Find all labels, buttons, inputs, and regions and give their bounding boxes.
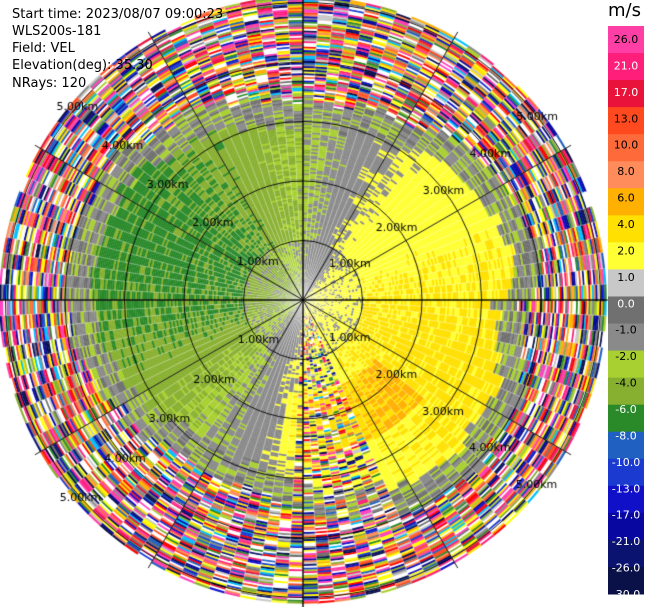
- colorbar-tick-label: -17.0: [612, 509, 640, 522]
- colorbar-tick-label: -10.0: [612, 456, 640, 469]
- instrument-label: WLS200s-181: [12, 24, 102, 39]
- colorbar-tick-label: -2.0: [615, 350, 636, 363]
- colorbar-segment: [608, 161, 644, 189]
- colorbar-segment: [608, 350, 644, 379]
- colorbar-tick-label: 6.0: [617, 192, 635, 205]
- colorbar-tick-label: 21.0: [614, 59, 639, 72]
- colorbar-tick-label: 1.0: [617, 271, 635, 284]
- colorbar-segment: [608, 512, 644, 541]
- colorbar-tick-label: -30.0: [612, 588, 640, 601]
- colorbar-segment: [608, 458, 644, 487]
- colorbar-segment: [608, 134, 644, 162]
- colorbar-segment: [608, 296, 644, 325]
- colorbar-tick-label: -13.0: [612, 482, 640, 495]
- colorbar-tick-label: -1.0: [615, 324, 636, 337]
- colorbar-segment: [608, 242, 644, 270]
- colorbar-tick-label: 17.0: [614, 86, 639, 99]
- colorbar-segment: [608, 431, 644, 460]
- colorbar-tick-label: 8.0: [617, 165, 635, 178]
- nrays-label: NRays: 120: [12, 76, 87, 91]
- start-time-label: Start time: 2023/08/07 09:00:23: [12, 7, 224, 22]
- colorbar-tick-label: 26.0: [614, 33, 639, 46]
- elevation-label: Elevation(deg): 35.30: [12, 58, 153, 73]
- scan-info-panel: Start time: 2023/08/07 09:00:23 WLS200s-…: [12, 6, 223, 92]
- colorbar-segment: [608, 26, 644, 54]
- colorbar-segment: [608, 269, 644, 297]
- colorbar-segment: [608, 377, 644, 406]
- colorbar-segment: [608, 53, 644, 81]
- colorbar-tick-label: 0.0: [617, 297, 635, 310]
- colorbar-segment: [608, 215, 644, 243]
- colorbar-tick-label: -21.0: [612, 535, 640, 548]
- colorbar-tick-label: -4.0: [615, 377, 636, 390]
- colorbar-tick-label: 4.0: [617, 218, 635, 231]
- colorbar-segment: [608, 107, 644, 135]
- colorbar-tick-label: -26.0: [612, 562, 640, 575]
- colorbar-segment: [608, 188, 644, 216]
- colorbar-tick-label: 2.0: [617, 244, 635, 257]
- field-label: Field: VEL: [12, 41, 75, 56]
- colorbar-segment: [608, 80, 644, 108]
- colorbar-segment: [608, 404, 644, 433]
- colorbar-segment: [608, 566, 644, 595]
- colorbar-segment: [608, 539, 644, 568]
- colorbar-tick-label: -8.0: [615, 429, 636, 442]
- colorbar-segment: [608, 485, 644, 514]
- colorbar-segment: [608, 323, 644, 352]
- colorbar-unit-label: m/s: [608, 0, 641, 21]
- colorbar-tick-label: 10.0: [614, 139, 639, 152]
- colorbar-tick-label: 13.0: [614, 112, 639, 125]
- colorbar-tick-label: -6.0: [615, 403, 636, 416]
